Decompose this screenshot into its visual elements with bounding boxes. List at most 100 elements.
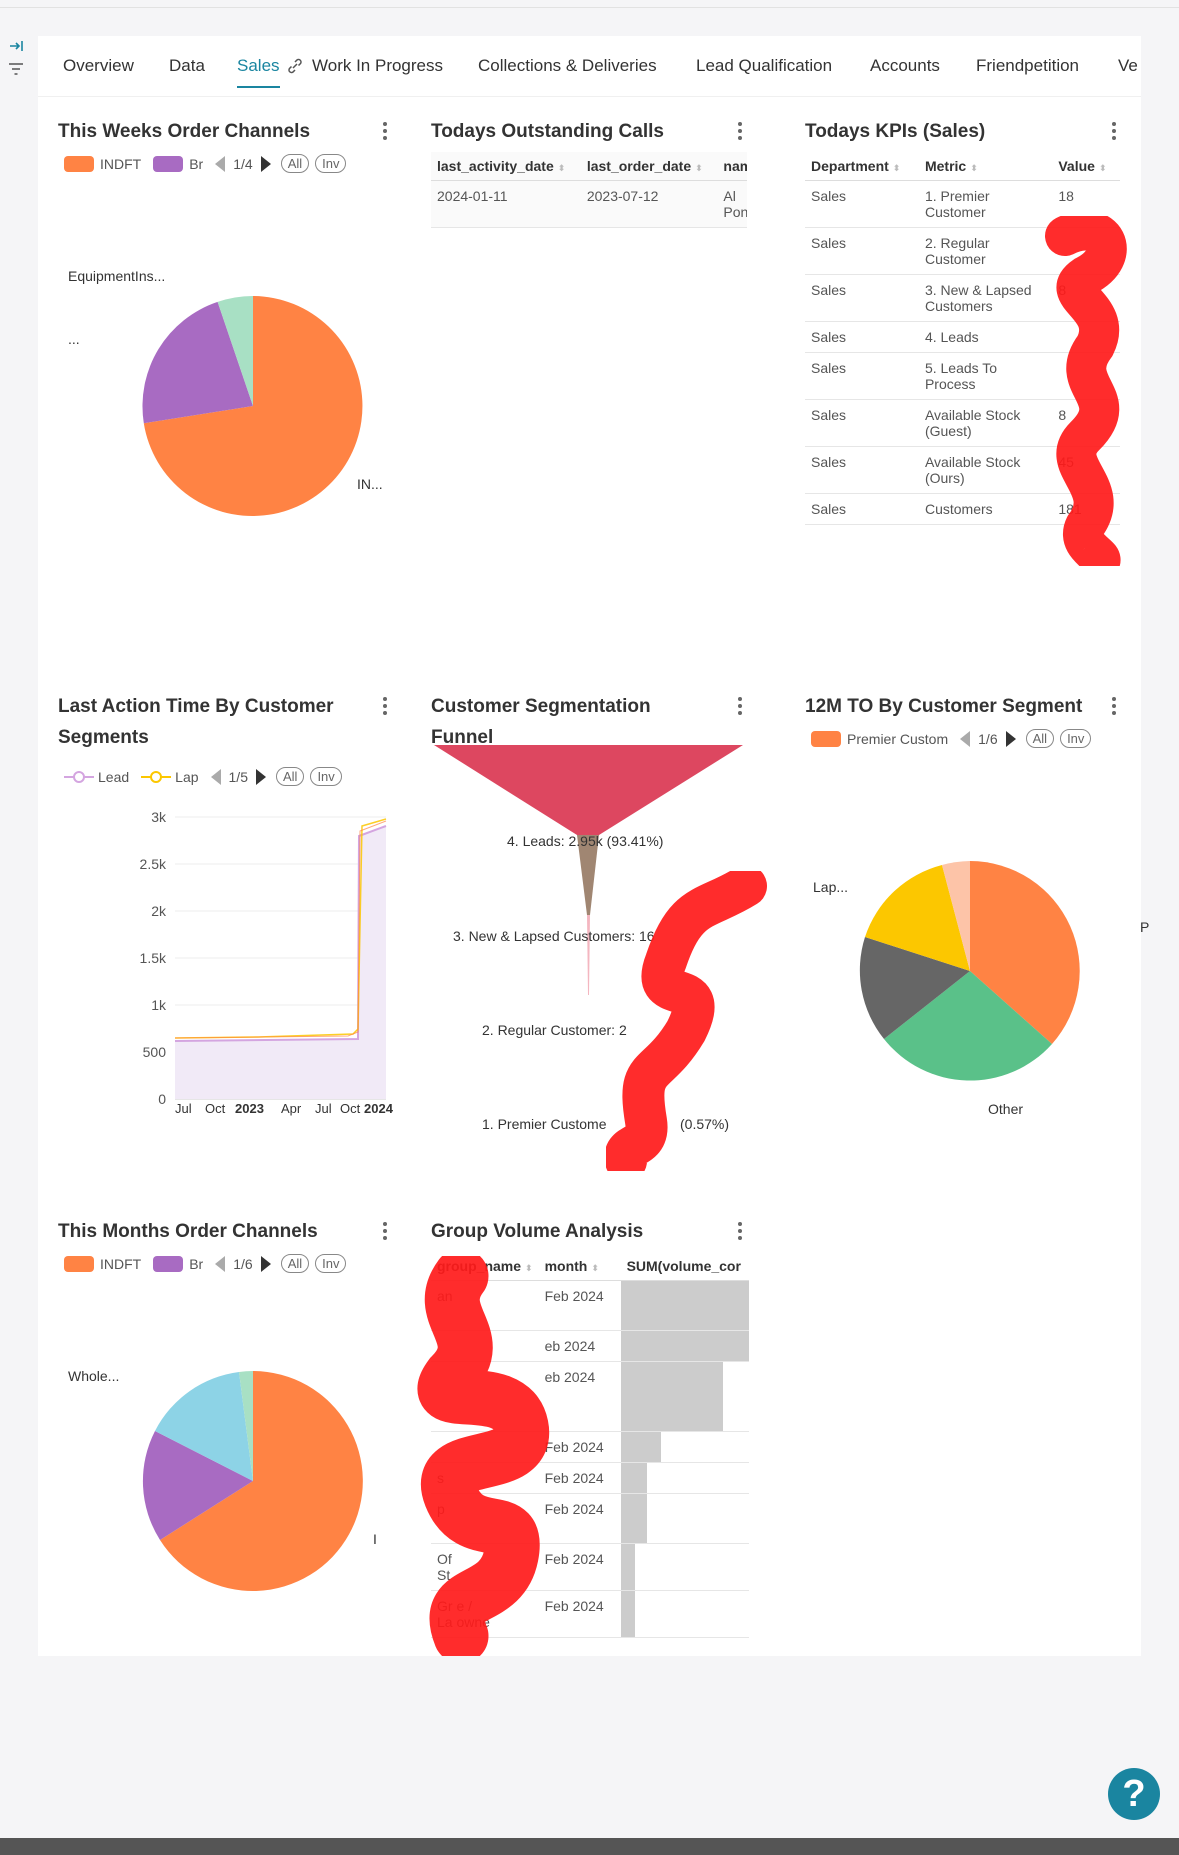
x-tick: Oct (340, 1101, 361, 1116)
column-header[interactable]: SUM(volume_cor (620, 1252, 749, 1281)
legend-all-button[interactable]: All (280, 1254, 310, 1273)
x-tick: 2023 (235, 1101, 264, 1116)
card-menu-icon[interactable] (737, 122, 743, 143)
pie-slice-grey[interactable] (859, 937, 970, 1039)
tab-collections-deliveries[interactable]: Collections & Deliveries (478, 56, 657, 75)
card-menu-icon[interactable] (737, 1222, 743, 1243)
legend-item[interactable]: INDFT (64, 1255, 141, 1272)
legend-item[interactable]: Lap (141, 769, 199, 785)
tab-work-in-progress[interactable]: Work In Progress (312, 56, 444, 75)
table-row[interactable]: Sales Available Stock (Ours) 45 (805, 446, 1120, 494)
table-row[interactable]: Sales 1. Premier Customer 18 (805, 180, 1120, 228)
help-button[interactable]: ? (1108, 1768, 1160, 1820)
legend-next-icon[interactable] (260, 1255, 271, 1272)
pie-label: I (373, 1531, 377, 1547)
table-row[interactable]: p Feb 2024 (431, 1493, 749, 1544)
kpis-table: Department ⬍ Metric ⬍ Value ⬍ Sales 1. Premi… (805, 152, 1120, 525)
pie-slice-mint[interactable] (239, 1371, 253, 1481)
link-icon[interactable] (286, 58, 304, 74)
card-menu-icon[interactable] (1111, 122, 1117, 143)
funnel-stage-leads[interactable] (434, 745, 743, 835)
legend-inv-button[interactable]: Inv (315, 154, 347, 173)
series-line-lead[interactable] (174, 825, 387, 1042)
legend-prev-icon[interactable] (960, 730, 971, 747)
legend-item[interactable]: INDFT (64, 155, 141, 172)
legend-inv-button[interactable]: Inv (315, 1254, 347, 1273)
chart-legend: INDFT Br 1/4 All Inv (64, 154, 347, 173)
legend-next-icon[interactable] (1005, 730, 1016, 747)
card-menu-icon[interactable] (382, 1222, 388, 1243)
column-header[interactable]: last_activity_date ⬍ (431, 152, 581, 181)
pie-slice-indft[interactable] (160, 1371, 363, 1591)
legend-item[interactable]: Premier Custom (811, 730, 948, 747)
legend-item[interactable]: Br (153, 155, 203, 172)
legend-next-icon[interactable] (255, 768, 266, 785)
tab-lead-qualification[interactable]: Lead Qualification (696, 56, 833, 75)
legend-item[interactable]: Br (153, 1255, 203, 1272)
column-header[interactable]: Metric ⬍ (918, 152, 1053, 181)
legend-inv-button[interactable]: Inv (310, 767, 342, 786)
legend-prev-icon[interactable] (215, 1255, 226, 1272)
y-tick: 2.5k (140, 856, 167, 872)
table-row[interactable]: Sales Available Stock (Guest) 8 (805, 399, 1120, 447)
column-header[interactable]: month ⬍ (538, 1252, 621, 1281)
legend-item[interactable]: Lead (64, 769, 129, 785)
legend-inv-button[interactable]: Inv (1060, 729, 1092, 748)
column-header[interactable]: nam (717, 152, 747, 181)
legend-all-button[interactable]: All (1025, 729, 1055, 748)
table-row[interactable]: Sales Customers 181 (805, 493, 1120, 525)
tab-friendpetition[interactable]: Friendpetition (976, 56, 1080, 75)
card-title: This Months Order Channels (58, 1221, 318, 1242)
pie-slice-other[interactable] (884, 971, 1052, 1081)
pie-slice-peach[interactable] (942, 861, 970, 971)
series-line-other[interactable] (174, 820, 387, 1039)
legend-all-button[interactable]: All (275, 767, 305, 786)
column-header[interactable]: Department ⬍ (805, 152, 919, 181)
table-row[interactable]: s Feb 2024 (431, 1462, 749, 1494)
table-row[interactable]: 2024-01-11 2023-07-12 AlPont (431, 180, 747, 228)
table-row[interactable]: Gr e / La owne Feb 2024 (431, 1590, 749, 1638)
legend-prev-icon[interactable] (215, 155, 226, 172)
series-area-lead[interactable] (175, 826, 386, 1099)
pie-slice-br[interactable] (142, 1431, 253, 1540)
card-menu-icon[interactable] (1111, 697, 1117, 718)
x-tick: 2024 (364, 1101, 393, 1116)
table-row[interactable]: Sales 2. Regular Customer (805, 227, 1120, 275)
table-row[interactable]: Sales 5. Leads To Process (805, 352, 1120, 400)
y-tick: 1.5k (140, 950, 167, 966)
tab-data[interactable]: Data (169, 56, 205, 75)
pie-label: Lap... (813, 879, 849, 895)
table-row[interactable]: eb 2024 (431, 1361, 749, 1432)
legend-all-button[interactable]: All (280, 154, 310, 173)
tab-accounts[interactable]: Accounts (870, 56, 940, 75)
card-menu-icon[interactable] (737, 697, 743, 718)
card-menu-icon[interactable] (382, 697, 388, 718)
expand-sidebar-icon[interactable] (8, 40, 24, 52)
legend-prev-icon[interactable] (210, 768, 221, 785)
card-menu-icon[interactable] (382, 122, 388, 143)
pie-slice-premier[interactable] (970, 861, 1080, 1044)
column-header[interactable]: Value ⬍ (1052, 152, 1120, 181)
pie-slice-wholesale[interactable] (155, 1372, 253, 1481)
pie-slice-br[interactable] (142, 301, 253, 424)
table-row[interactable]: Sales 3. New & Lapsed Customers 8 (805, 274, 1120, 322)
column-header[interactable]: last_order_date ⬍ (580, 152, 718, 181)
tab-sales[interactable]: Sales (237, 56, 280, 88)
volume-bar (620, 1362, 724, 1431)
table-row[interactable]: Of St Feb 2024 (431, 1543, 749, 1591)
pie-slice-lapsed[interactable] (865, 865, 970, 971)
pie-slice-indft[interactable] (143, 296, 363, 516)
table-row[interactable]: Feb 2024 (431, 1431, 749, 1463)
legend-next-icon[interactable] (260, 155, 271, 172)
column-header[interactable]: group_name ⬍ (431, 1252, 539, 1281)
funnel-stage-new-lapsed[interactable] (577, 835, 599, 915)
funnel-stage-regular[interactable] (587, 915, 590, 995)
table-row[interactable]: an Feb 2024 (431, 1280, 749, 1331)
filter-icon[interactable] (8, 62, 24, 76)
tab-ve[interactable]: Ve (1118, 56, 1138, 75)
table-row[interactable]: eb 2024 (431, 1330, 749, 1362)
tab-overview[interactable]: Overview (63, 56, 134, 75)
pie-slice-equipment[interactable] (217, 296, 253, 406)
table-row[interactable]: Sales 4. Leads (805, 321, 1120, 353)
volume-bar (620, 1432, 662, 1462)
